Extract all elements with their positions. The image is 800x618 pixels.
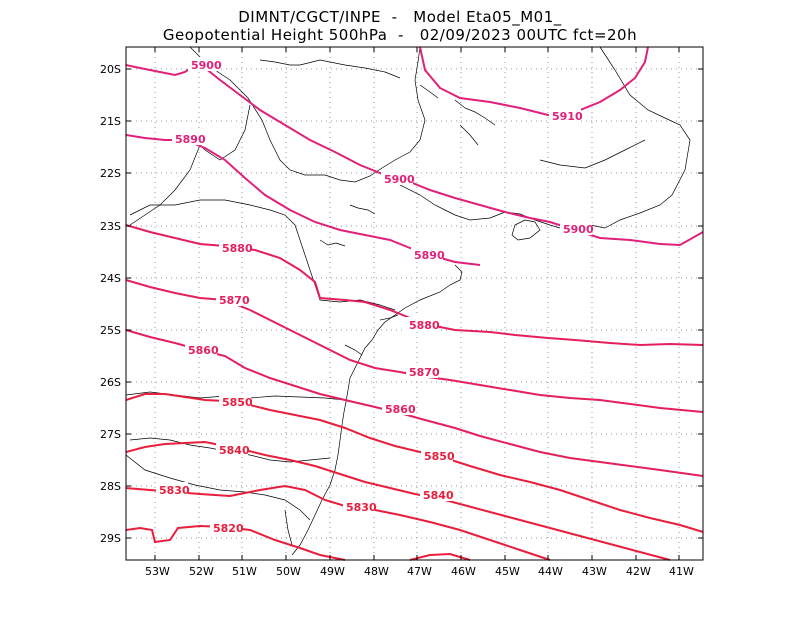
lon-label: 53W [145, 565, 170, 578]
lon-label: 49W [320, 565, 345, 578]
latitude-labels: 20S 21S 22S 23S 24S 25S 26S 27S 28S 29S [100, 63, 121, 545]
title-line-2: Geopotential Height 500hPa - 02/09/2023 … [162, 26, 638, 44]
lat-label: 29S [100, 532, 121, 545]
lon-label: 51W [232, 565, 257, 578]
contour-5850-a [125, 393, 704, 533]
axis-ticks [126, 47, 703, 560]
lon-label: 48W [364, 565, 389, 578]
longitude-labels: 53W 52W 51W 50W 49W 48W 47W 46W 45W 44W … [145, 565, 694, 578]
lat-label: 21S [100, 115, 121, 128]
lon-label: 46W [451, 565, 476, 578]
contour-label: 5850 [222, 396, 253, 409]
contour-label: 5860 [385, 403, 416, 416]
contour-5840-a [125, 440, 671, 561]
lon-label: 52W [189, 565, 214, 578]
contour-label: 5880 [409, 319, 440, 332]
lat-label: 26S [100, 376, 121, 389]
contour-label: 5900 [191, 59, 222, 72]
lon-label: 41W [669, 565, 694, 578]
contour-label: 5860 [188, 344, 219, 357]
lat-label: 25S [100, 324, 121, 337]
contour-label: 5870 [409, 366, 440, 379]
lat-label: 20S [100, 63, 121, 76]
contour-label: 5830 [159, 484, 190, 497]
lon-label: 47W [407, 565, 432, 578]
contour-label: 5850 [424, 450, 455, 463]
contour-label: 5900 [384, 173, 415, 186]
contour-label: 5840 [423, 489, 454, 502]
lon-label: 42W [626, 565, 651, 578]
contour-label: 5910 [552, 110, 583, 123]
contour-label: 5820 [213, 522, 244, 535]
contour-label: 5890 [175, 133, 206, 146]
lon-label: 43W [582, 565, 607, 578]
contour-5830-a [125, 484, 551, 561]
title-line-1: DIMNT/CGCT/INPE - Model Eta05_M01_ [238, 8, 562, 26]
lat-label: 27S [100, 428, 121, 441]
lat-label: 23S [100, 220, 121, 233]
lon-label: 44W [538, 565, 563, 578]
lat-label: 28S [100, 480, 121, 493]
contour-label: 5870 [219, 294, 250, 307]
lon-label: 45W [495, 565, 520, 578]
contour-label: 5830 [346, 501, 377, 514]
contour-label: 5900 [563, 223, 594, 236]
contour-5820-b [409, 552, 471, 561]
political-borders [125, 46, 691, 556]
contour-labels: 5910 5900 5900 5900 5890 5890 5880 5880 … [156, 57, 594, 535]
gridlines [126, 47, 703, 560]
contour-label: 5890 [414, 249, 445, 262]
height-contours [125, 46, 704, 561]
contour-label: 5840 [219, 444, 250, 457]
contour-label: 5880 [222, 242, 253, 255]
contour-5820-a [125, 524, 346, 561]
map-frame [125, 46, 704, 561]
lat-label: 24S [100, 272, 121, 285]
lon-label: 50W [276, 565, 301, 578]
contour-5910 [419, 46, 649, 117]
lat-label: 22S [100, 167, 121, 180]
